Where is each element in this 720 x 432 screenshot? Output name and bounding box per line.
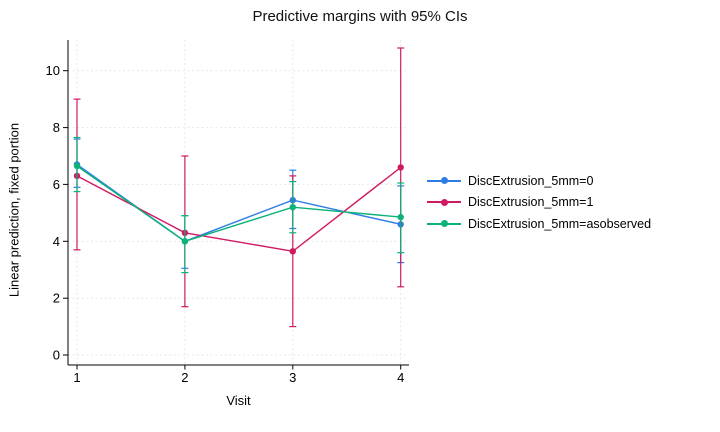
legend-label: DiscExtrusion_5mm=asobserved: [468, 216, 652, 231]
y-tick-label: 2: [53, 291, 60, 306]
legend-line-marker-icon: [427, 220, 461, 228]
legend: DiscExtrusion_5mm=0 DiscExtrusion_5mm=1 …: [427, 170, 651, 235]
y-tick-label: 10: [46, 63, 60, 78]
legend-item: DiscExtrusion_5mm=1: [427, 192, 651, 214]
legend-item: DiscExtrusion_5mm=0: [427, 170, 651, 192]
x-tick-label: 4: [397, 370, 404, 385]
chart-title: Predictive margins with 95% CIs: [252, 8, 468, 25]
y-tick-label: 8: [53, 120, 60, 135]
x-tick-label: 1: [73, 370, 80, 385]
legend-item: DiscExtrusion_5mm=asobserved: [427, 213, 651, 235]
legend-line-marker-icon: [427, 177, 461, 185]
legend-label: DiscExtrusion_5mm=0: [468, 173, 594, 188]
y-tick-label: 0: [53, 348, 60, 363]
x-axis-label: Visit: [226, 393, 251, 408]
legend-line-marker-icon: [427, 198, 461, 206]
y-tick-label: 4: [53, 234, 60, 249]
x-tick-label: 3: [289, 370, 296, 385]
y-tick-label: 6: [53, 177, 60, 192]
x-tick-label: 2: [181, 370, 188, 385]
legend-label: DiscExtrusion_5mm=1: [468, 195, 594, 210]
